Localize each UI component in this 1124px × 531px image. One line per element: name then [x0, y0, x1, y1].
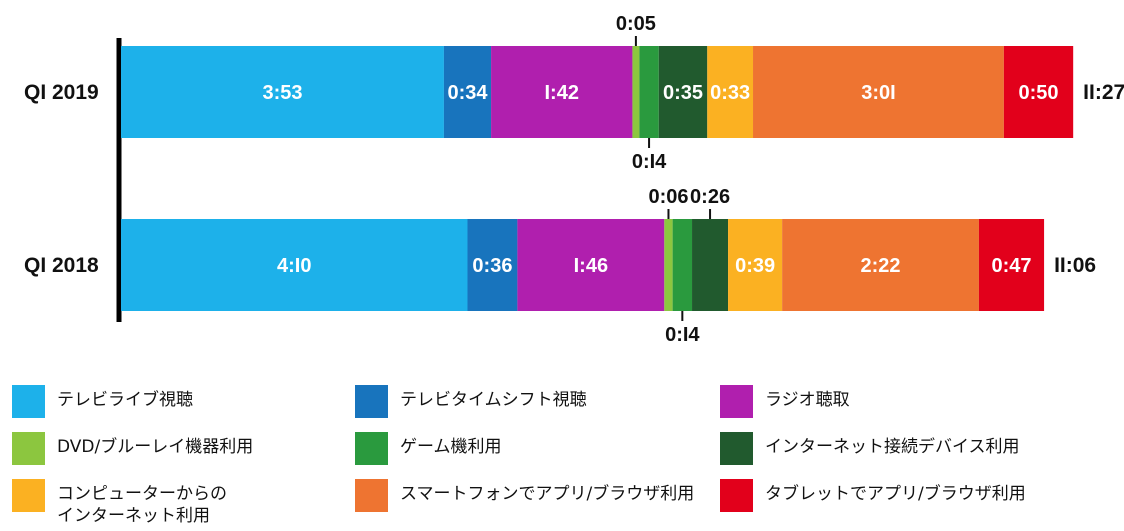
data-label: 0:35	[663, 82, 703, 104]
data-label: 0:26	[690, 186, 730, 208]
data-label: 0:I4	[632, 151, 667, 173]
data-label: 0:50	[1019, 82, 1059, 104]
data-label: 3:0I	[861, 82, 895, 104]
data-label: 0:I4	[665, 324, 700, 346]
legend-item: テレビライブ視聴	[12, 385, 193, 418]
legend-label: スマートフォンでアプリ/ブラウザ利用	[400, 484, 695, 504]
data-label: I:46	[574, 255, 608, 277]
stacked-bar-chart: QI 2019 3:53 0:34 I:42 0:05 0:I4 0:35 0:33 3:0I 0…	[24, 13, 1124, 346]
legend-swatch	[355, 385, 388, 418]
data-label: 0:34	[447, 82, 488, 104]
legend-swatch	[12, 479, 45, 512]
legend-item: タブレットでアプリ/ブラウザ利用	[720, 479, 1026, 512]
legend-label: ラジオ聴取	[765, 390, 850, 410]
category-label: QI 2019	[24, 81, 99, 104]
bar-segment	[707, 46, 754, 138]
bar-segment	[658, 46, 708, 138]
legend-swatch	[720, 385, 753, 418]
bar-segment	[692, 219, 729, 311]
bar-segment	[121, 219, 468, 311]
bar-segment	[728, 219, 783, 311]
legend-label: ゲーム機利用	[400, 437, 502, 457]
total-label: II:06	[1054, 254, 1096, 277]
legend-item: DVD/ブルーレイ機器利用	[12, 432, 253, 465]
legend-swatch	[355, 432, 388, 465]
bar-segment	[443, 46, 492, 138]
data-label: I:42	[545, 82, 579, 104]
bar-segment	[467, 219, 518, 311]
bar-segment	[632, 46, 640, 138]
legend-item: テレビタイムシフト視聴	[355, 385, 587, 418]
legend-item: コンピューターからの インターネット利用	[12, 479, 227, 527]
bar-segment	[639, 46, 659, 138]
legend: テレビライブ視聴 テレビタイムシフト視聴 ラジオ聴取 DVD/ブルーレイ機器利用 ゲーム…	[0, 385, 1124, 531]
legend-label: インターネット接続デバイス利用	[765, 437, 1020, 457]
legend-item: ゲーム機利用	[355, 432, 502, 465]
bar-segment	[491, 46, 633, 138]
legend-swatch	[720, 432, 753, 465]
bar-segment	[1003, 46, 1074, 138]
legend-item: スマートフォンでアプリ/ブラウザ利用	[355, 479, 694, 512]
legend-swatch	[12, 432, 45, 465]
bar-segment	[978, 219, 1045, 311]
legend-swatch	[720, 479, 753, 512]
bar-segment	[672, 219, 693, 311]
legend-label: タブレットでアプリ/ブラウザ利用	[765, 484, 1026, 504]
bar-segment	[517, 219, 665, 311]
bar-segment	[121, 46, 444, 138]
legend-label: テレビタイムシフト視聴	[400, 390, 587, 410]
data-label: 0:36	[472, 255, 512, 277]
bar-segment	[782, 219, 979, 311]
legend-label: コンピューターからの インターネット利用	[57, 484, 227, 526]
legend-label: DVD/ブルーレイ機器利用	[57, 437, 254, 457]
category-label: QI 2018	[24, 254, 99, 277]
bar-segment	[753, 46, 1004, 138]
legend-item: インターネット接続デバイス利用	[720, 432, 1020, 465]
total-label: II:27	[1083, 81, 1124, 104]
data-label: 0:39	[735, 255, 775, 277]
data-label: 0:06	[648, 186, 688, 208]
data-label: 3:53	[262, 82, 302, 104]
legend-item: ラジオ聴取	[720, 385, 850, 418]
legend-swatch	[12, 385, 45, 418]
legend-label: テレビライブ視聴	[57, 390, 193, 410]
data-label: 0:05	[616, 13, 656, 35]
data-label: 4:I0	[277, 255, 311, 277]
bar-segment	[664, 219, 673, 311]
data-label: 2:22	[861, 255, 901, 277]
data-label: 0:33	[710, 82, 750, 104]
data-label: 0:47	[991, 255, 1031, 277]
legend-swatch	[355, 479, 388, 512]
